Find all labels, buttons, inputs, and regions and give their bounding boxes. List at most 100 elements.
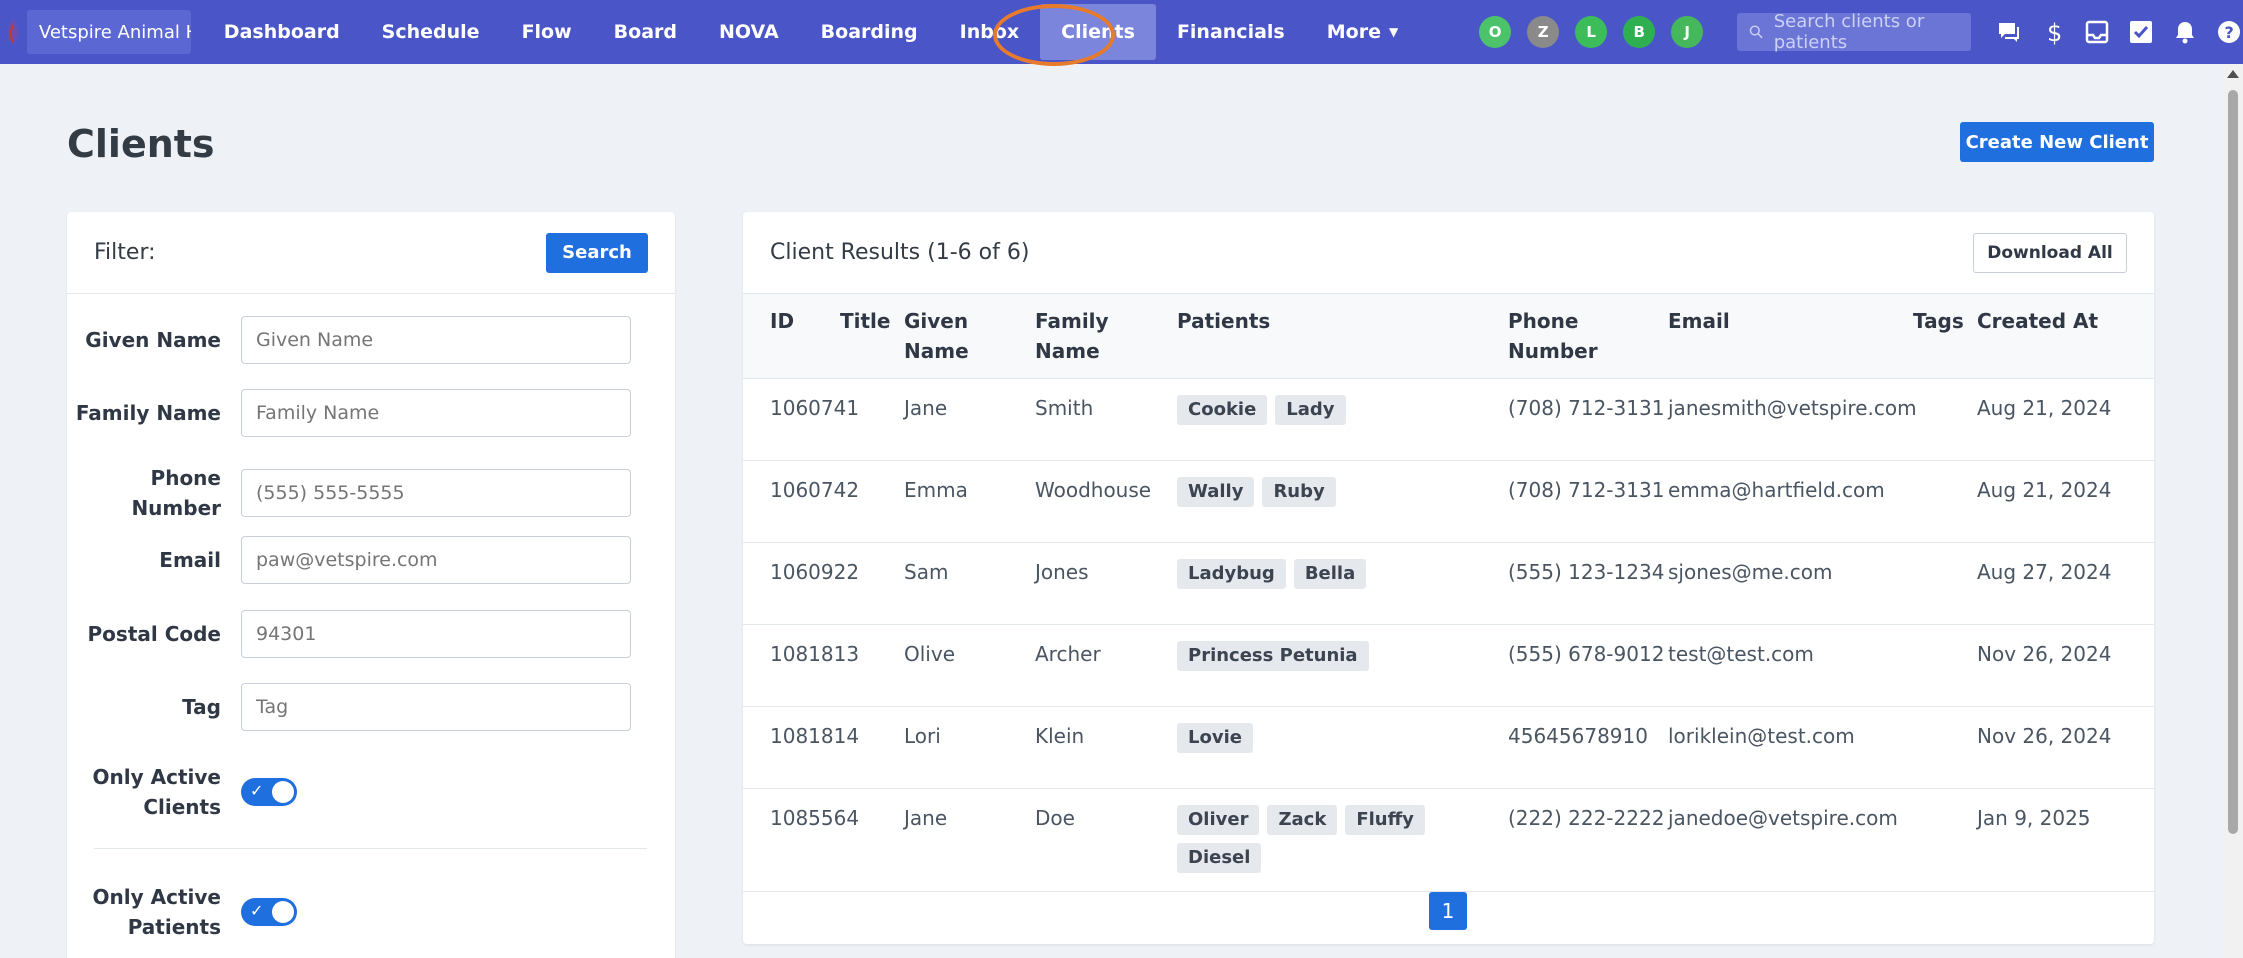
filter-heading: Filter: bbox=[94, 240, 156, 265]
cell-title bbox=[840, 706, 904, 789]
vetspire-logo-icon[interactable] bbox=[0, 0, 27, 64]
svg-text:?: ? bbox=[2225, 23, 2234, 42]
column-header-phone-number[interactable]: Phone Number bbox=[1508, 294, 1668, 379]
cell-tags bbox=[1913, 624, 1977, 707]
cell-given-name: Jane bbox=[904, 788, 1035, 892]
cell-given-name: Jane bbox=[904, 378, 1035, 461]
column-header-id[interactable]: ID bbox=[743, 294, 840, 379]
table-row[interactable]: 1081814 Lori Klein Lovie 45645678910 loriklei… bbox=[743, 706, 2154, 789]
patient-chip[interactable]: Diesel bbox=[1177, 843, 1262, 873]
user-avatar[interactable]: Z bbox=[1527, 16, 1560, 48]
cell-created-at: Aug 21, 2024 bbox=[1977, 378, 2154, 461]
cell-phone-number: (555) 678-9012 bbox=[1508, 624, 1668, 707]
tag-label: Tag bbox=[182, 695, 221, 719]
nav-clients[interactable]: Clients bbox=[1040, 4, 1156, 60]
column-header-given-name[interactable]: Given Name bbox=[904, 294, 1035, 379]
postal-code-field[interactable] bbox=[241, 610, 631, 658]
page-scrollbar[interactable] bbox=[2223, 64, 2243, 958]
cell-given-name: Emma bbox=[904, 460, 1035, 543]
patient-chip[interactable]: Zack bbox=[1267, 805, 1338, 835]
only-active-patients-toggle[interactable]: ✓ bbox=[241, 898, 297, 926]
user-avatar[interactable]: O bbox=[1479, 16, 1512, 48]
nav-icons: $ ? bbox=[1995, 18, 2243, 46]
checkbox-icon[interactable] bbox=[2127, 18, 2155, 46]
nav-board[interactable]: Board bbox=[613, 21, 677, 43]
check-icon: ✓ bbox=[250, 901, 264, 920]
download-all-button[interactable]: Download All bbox=[1973, 232, 2127, 273]
given-name-field[interactable] bbox=[241, 316, 631, 364]
user-avatar[interactable]: L bbox=[1575, 16, 1608, 48]
cell-given-name: Lori bbox=[904, 706, 1035, 789]
cell-patients: Oliver Zack Fluffy Diesel bbox=[1177, 788, 1508, 892]
patient-chip[interactable]: Wally bbox=[1177, 477, 1255, 507]
cell-patients: Cookie Lady bbox=[1177, 378, 1508, 461]
cell-title bbox=[840, 542, 904, 625]
patient-chip[interactable]: Ruby bbox=[1262, 477, 1336, 507]
nav-more[interactable]: More ▼ bbox=[1306, 4, 1419, 60]
cell-patients: Wally Ruby bbox=[1177, 460, 1508, 543]
patient-chip[interactable]: Ladybug bbox=[1177, 559, 1286, 589]
user-avatar[interactable]: J bbox=[1671, 16, 1704, 48]
cell-tags bbox=[1913, 378, 1977, 461]
cell-given-name: Olive bbox=[904, 624, 1035, 707]
column-header-title[interactable]: Title bbox=[840, 294, 904, 379]
column-header-email[interactable]: Email bbox=[1668, 294, 1913, 379]
global-search-input[interactable]: Search clients or patients bbox=[1737, 11, 1972, 53]
table-row[interactable]: 1081813 Olive Archer Princess Petunia (555) … bbox=[743, 624, 2154, 707]
nav-nova[interactable]: NOVA bbox=[719, 21, 779, 43]
cell-patients: Princess Petunia bbox=[1177, 624, 1508, 707]
table-row[interactable]: 1060742 Emma Woodhouse Wally Ruby (708) 712-3… bbox=[743, 460, 2154, 543]
chevron-down-icon: ▼ bbox=[1388, 25, 1399, 39]
user-avatar[interactable]: B bbox=[1623, 16, 1656, 48]
tag-field[interactable] bbox=[241, 683, 631, 731]
scrollbar-thumb[interactable] bbox=[2228, 90, 2238, 834]
table-row[interactable]: 1060741 Jane Smith Cookie Lady (708) 712-3131… bbox=[743, 378, 2154, 461]
patient-chip[interactable]: Fluffy bbox=[1345, 805, 1425, 835]
check-icon: ✓ bbox=[250, 781, 264, 800]
scroll-up-arrow-icon[interactable] bbox=[2227, 70, 2239, 78]
cell-id: 1085564 bbox=[743, 788, 859, 892]
table-row[interactable]: 1085564 Jane Doe Oliver Zack Fluffy Diesel (222… bbox=[743, 788, 2154, 892]
patient-chip[interactable]: Bella bbox=[1293, 559, 1367, 589]
patient-chip[interactable]: Lovie bbox=[1177, 723, 1253, 753]
cell-family-name: Archer bbox=[1035, 624, 1177, 707]
only-active-clients-toggle[interactable]: ✓ bbox=[241, 778, 297, 806]
family-name-field[interactable] bbox=[241, 389, 631, 437]
nav-inbox[interactable]: Inbox bbox=[959, 21, 1020, 43]
patient-chip[interactable]: Cookie bbox=[1177, 395, 1268, 425]
patient-chip[interactable]: Lady bbox=[1275, 395, 1346, 425]
nav-dashboard[interactable]: Dashboard bbox=[223, 21, 340, 43]
bell-icon[interactable] bbox=[2171, 18, 2199, 46]
table-row[interactable]: 1060922 Sam Jones Ladybug Bella (555) 123-123… bbox=[743, 542, 2154, 625]
email-label: Email bbox=[159, 548, 221, 572]
org-selector[interactable]: Vetspire Animal Hospital bbox=[26, 10, 191, 54]
patient-chip[interactable]: Princess Petunia bbox=[1177, 641, 1369, 671]
svg-text:$: $ bbox=[2047, 19, 2062, 45]
filter-row-active-patients: Only Active Patients ✓ bbox=[67, 882, 675, 942]
nav-schedule[interactable]: Schedule bbox=[381, 21, 480, 43]
email-field[interactable] bbox=[241, 536, 631, 584]
nav-flow[interactable]: Flow bbox=[521, 21, 572, 43]
search-button[interactable]: Search bbox=[546, 232, 648, 273]
column-header-tags[interactable]: Tags bbox=[1913, 294, 1977, 379]
filter-header: Filter: Search bbox=[67, 212, 675, 294]
chat-icon[interactable] bbox=[1995, 18, 2023, 46]
dollar-icon[interactable]: $ bbox=[2039, 18, 2067, 46]
patient-chip[interactable]: Oliver bbox=[1177, 805, 1260, 835]
cell-created-at: Aug 27, 2024 bbox=[1977, 542, 2154, 625]
column-header-family-name[interactable]: Family Name bbox=[1035, 294, 1177, 379]
nav-boarding[interactable]: Boarding bbox=[820, 21, 918, 43]
cell-tags bbox=[1913, 460, 1977, 543]
cell-created-at: Nov 26, 2024 bbox=[1977, 706, 2154, 789]
inbox-tray-icon[interactable] bbox=[2083, 18, 2111, 46]
column-header-created-at[interactable]: Created At bbox=[1977, 294, 2154, 379]
help-icon[interactable]: ? bbox=[2215, 18, 2243, 46]
client-results-table: ID Title Given Name Family Name Patients… bbox=[743, 294, 2154, 892]
create-new-client-button[interactable]: Create New Client bbox=[1960, 122, 2154, 162]
pagination-page-button[interactable]: 1 bbox=[1429, 892, 1467, 930]
column-header-patients[interactable]: Patients bbox=[1177, 294, 1508, 379]
phone-number-field[interactable] bbox=[241, 469, 631, 517]
nav-financials[interactable]: Financials bbox=[1176, 21, 1285, 43]
cell-email: sjones@me.com bbox=[1668, 542, 1913, 625]
